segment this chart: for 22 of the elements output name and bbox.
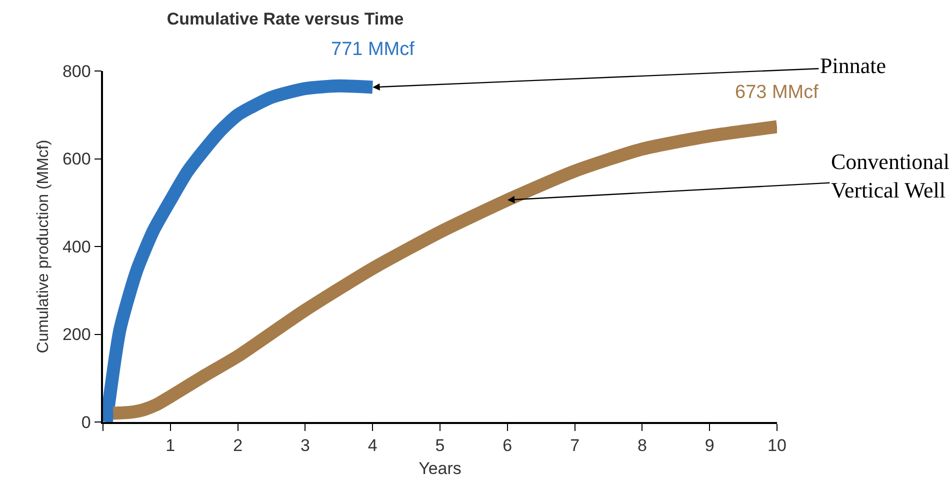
x-tick-label: 7 bbox=[570, 436, 580, 456]
annotation: Pinnate bbox=[820, 53, 886, 78]
x-tick-label: 4 bbox=[368, 436, 378, 456]
chart-title: Cumulative Rate versus Time bbox=[166, 9, 404, 28]
y-tick-label: 400 bbox=[62, 237, 91, 256]
x-tick-label: 2 bbox=[233, 436, 243, 456]
y-tick-label: 800 bbox=[62, 62, 91, 81]
x-tick-label: 5 bbox=[435, 436, 445, 456]
y-tick-label: 0 bbox=[81, 412, 91, 432]
y-tick-label: 600 bbox=[62, 150, 91, 169]
y-axis-title: Cumulative production (MMcf) bbox=[34, 140, 52, 354]
x-axis-title: Years bbox=[418, 459, 462, 478]
x-tick-label: 6 bbox=[502, 436, 512, 456]
y-tick-label: 200 bbox=[62, 325, 91, 344]
x-tick-label: 9 bbox=[704, 436, 714, 456]
x-tick-label: 10 bbox=[768, 436, 786, 456]
annotation: 771 MMcf bbox=[331, 39, 416, 60]
x-tick-label: 8 bbox=[637, 436, 647, 456]
annotation: 673 MMcf bbox=[735, 82, 820, 103]
x-tick-label: 1 bbox=[166, 436, 176, 456]
x-tick-label: 3 bbox=[300, 436, 310, 456]
annotation: Conventional Vertical Well bbox=[831, 149, 950, 203]
